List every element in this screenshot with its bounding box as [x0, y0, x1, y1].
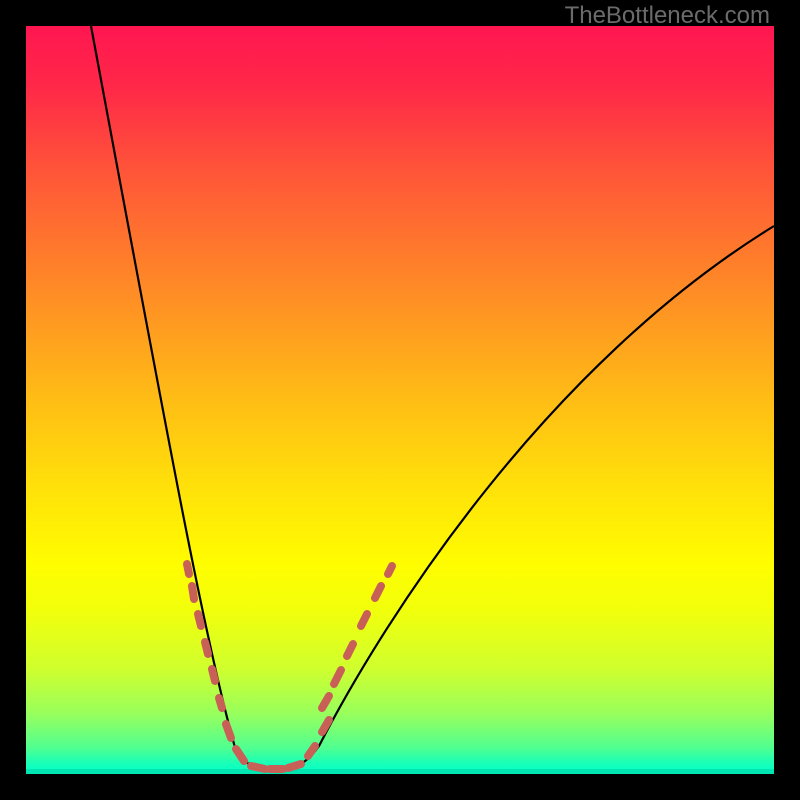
plot-area	[26, 26, 774, 774]
marker-left	[192, 586, 194, 599]
marker-right	[347, 644, 353, 656]
marker-left	[187, 564, 189, 574]
marker-right	[308, 746, 315, 756]
marker-left	[212, 669, 215, 681]
marker-left	[205, 642, 208, 654]
chart-svg	[26, 26, 774, 774]
marker-valley	[288, 764, 301, 768]
figure-container: TheBottleneck.com	[0, 0, 800, 800]
marker-right	[322, 696, 329, 708]
marker-right	[388, 566, 392, 574]
watermark-text: TheBottleneck.com	[565, 2, 770, 30]
marker-left	[198, 614, 201, 626]
marker-left	[219, 698, 222, 708]
marker-right	[334, 670, 341, 684]
bottom-band	[26, 769, 774, 774]
bottleneck-curve	[91, 26, 774, 769]
marker-valley	[251, 766, 265, 769]
marker-right	[375, 586, 381, 598]
marker-left	[226, 724, 231, 738]
marker-right	[361, 614, 367, 626]
marker-left	[236, 749, 244, 761]
